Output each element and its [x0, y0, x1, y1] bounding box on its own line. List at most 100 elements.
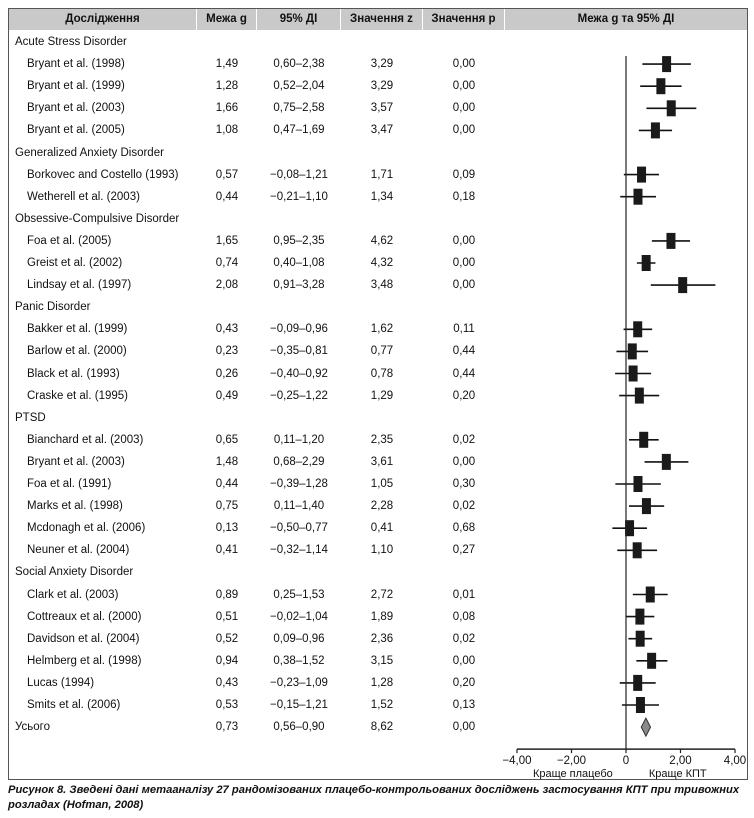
z-value: 3,61 [370, 455, 394, 468]
g-value: 0,75 [215, 500, 239, 513]
ci-value: 0,25–1,53 [273, 588, 325, 601]
effect-marker [633, 476, 643, 492]
study-name: Wetherell et al. (2003) [27, 190, 140, 203]
study-name: Marks et al. (1998) [27, 500, 123, 513]
study-name: Barlow et al. (2000) [27, 345, 127, 358]
ci-value: −0,25–1,22 [270, 389, 328, 402]
study-name: Davidson et al. (2004) [27, 632, 140, 645]
overall-label: Усього [15, 721, 51, 734]
effect-marker [641, 255, 651, 271]
p-value: 0,20 [452, 389, 476, 402]
g-value: 1,66 [215, 102, 239, 115]
ci-value: −0,32–1,14 [270, 544, 328, 557]
header-ci: 95% ДІ [257, 9, 341, 30]
ci-value: −0,09–0,96 [270, 323, 328, 336]
z-value: 3,15 [370, 654, 394, 667]
z-value: 2,36 [370, 632, 394, 645]
ci-value: −0,50–0,77 [270, 522, 328, 535]
overall-diamond [640, 717, 652, 738]
ci-value: −0,40–0,92 [270, 367, 328, 380]
study-name: Craske et al. (1995) [27, 389, 128, 402]
p-value: 0,00 [452, 58, 476, 71]
ci-value: 0,60–2,38 [273, 58, 325, 71]
study-name: Foa et al. (1991) [27, 478, 112, 490]
ci-value: −0,02–1,04 [270, 610, 328, 623]
study-name: Clark et al. (2003) [27, 588, 119, 601]
ci-value: 0,47–1,69 [273, 124, 325, 137]
ci-value: 0,11–1,20 [273, 433, 325, 446]
g-value: 0,94 [215, 654, 239, 667]
ci-value: −0,39–1,28 [270, 478, 328, 490]
p-value: 0,44 [452, 345, 476, 358]
group-label: Generalized Anxiety Disorder [15, 146, 164, 159]
p-value: 0,02 [452, 632, 476, 645]
ci-value: −0,21–1,10 [270, 190, 328, 203]
z-value: 0,41 [370, 522, 394, 535]
header-study: Дослідження [9, 9, 197, 30]
effect-marker [666, 232, 676, 249]
group-label: Social Anxiety Disorder [15, 566, 134, 579]
p-value: 0,13 [452, 699, 476, 711]
ci-value: 0,40–1,08 [273, 257, 325, 269]
study-name: Bakker et al. (1999) [27, 323, 128, 336]
p-value: 0,00 [452, 102, 476, 115]
z-value: 1,52 [370, 699, 394, 711]
x-tick-label: 4,00 [724, 755, 746, 767]
z-value: 2,35 [370, 433, 394, 446]
group-label: PTSD [15, 411, 46, 424]
favors-right-label: Краще КПТ [649, 768, 707, 779]
ci-value: 0,38–1,52 [273, 654, 325, 667]
study-name: Smits et al. (2006) [27, 699, 121, 711]
g-value: 0,89 [215, 588, 239, 601]
effect-marker [650, 122, 660, 139]
z-value: 3,48 [370, 279, 394, 292]
p-value: 0,00 [452, 279, 476, 292]
study-name: Bianchard et al. (2003) [27, 433, 144, 446]
ci-value: 0,75–2,58 [273, 102, 325, 115]
g-value: 1,48 [215, 455, 239, 468]
g-value: 0,43 [215, 676, 239, 689]
p-value: 0,01 [452, 588, 476, 601]
p-value: 0,00 [452, 654, 476, 667]
effect-marker [625, 520, 635, 537]
g-value: 0,51 [215, 610, 239, 623]
ci-value: 0,68–2,29 [273, 455, 325, 468]
p-value: 0,44 [452, 367, 476, 380]
g-value: 0,44 [215, 190, 239, 203]
ci-value: 0,91–3,28 [273, 279, 325, 292]
z-value: 1,71 [370, 168, 394, 181]
x-tick-label: −2,00 [557, 755, 586, 767]
effect-marker [666, 100, 676, 117]
overall-ci-value: 0,56–0,90 [273, 721, 325, 734]
header-plot: Межа g та 95% ДІ [505, 9, 747, 30]
p-value: 0,68 [452, 522, 476, 535]
effect-marker [635, 608, 645, 625]
ci-value: −0,23–1,09 [270, 676, 328, 689]
p-value: 0,09 [452, 168, 476, 181]
study-name: Borkovec and Costello (1993) [27, 168, 179, 181]
p-value: 0,08 [452, 610, 476, 623]
study-name: Neuner et al. (2004) [27, 544, 130, 557]
effect-marker [632, 542, 642, 559]
effect-marker [678, 277, 688, 294]
effect-marker [641, 498, 651, 515]
header-p: Значення p [423, 9, 505, 30]
g-value: 0,41 [215, 544, 239, 557]
favors-left-label: Краще плацебо [533, 768, 613, 779]
effect-marker [634, 387, 644, 404]
g-value: 0,44 [215, 478, 239, 490]
g-value: 0,23 [215, 345, 239, 358]
effect-marker [628, 365, 638, 382]
p-value: 0,18 [452, 190, 476, 203]
p-value: 0,00 [452, 257, 476, 269]
ci-value: −0,35–0,81 [270, 345, 328, 358]
p-value: 0,00 [452, 80, 476, 93]
z-value: 3,29 [370, 80, 394, 93]
p-value: 0,00 [452, 124, 476, 137]
z-value: 1,89 [370, 610, 394, 623]
study-name: Black et al. (1993) [27, 367, 120, 380]
study-name: Bryant et al. (1999) [27, 80, 125, 93]
x-tick-label: 0 [623, 755, 629, 767]
p-value: 0,11 [453, 323, 475, 336]
overall-z-value: 8,62 [370, 721, 394, 734]
